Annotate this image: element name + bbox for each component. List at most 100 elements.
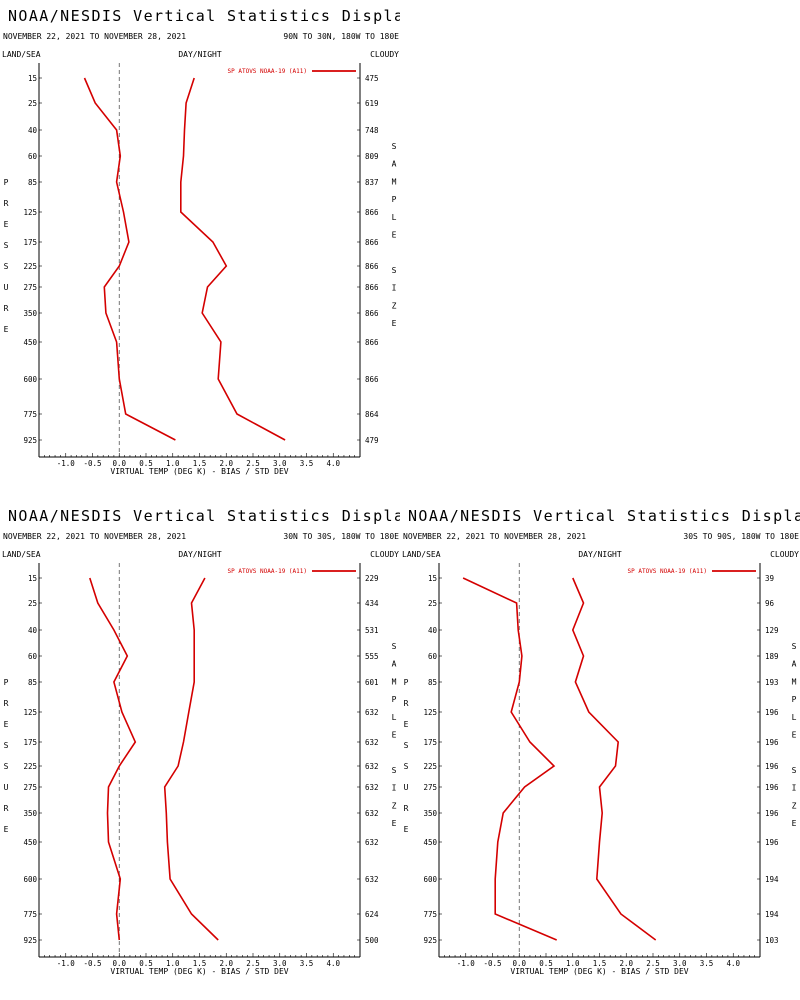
sample-size-label: 39 [765,574,774,583]
chart-panel-south: NOAA/NESDIS Vertical Statistics Display N… [400,500,800,1000]
x-tick-label: 2.0 [619,959,633,968]
sample-size-label: 196 [765,708,779,717]
pressure-level-label: 85 [428,678,437,687]
y-axis-label-letter: E [4,825,9,834]
sample-size-axis-letter: L [792,713,797,722]
pressure-level-label: 450 [23,338,37,347]
x-tick-label: 3.0 [673,959,687,968]
pressure-level-label: 275 [423,783,437,792]
pressure-level-label: 600 [23,375,37,384]
x-tick-label: 4.0 [726,959,740,968]
x-tick-label: 0.0 [112,459,126,468]
chart-svg: NOAA/NESDIS Vertical Statistics Display N… [2,507,400,976]
pressure-level-label: 40 [428,626,438,635]
pressure-level-label: 60 [28,652,38,661]
sample-size-axis-letter: A [792,660,797,669]
x-tick-label: 2.0 [219,459,233,468]
sample-size-label: 555 [365,652,379,661]
pressure-level-label: 450 [23,838,37,847]
legend-label: SP ATOVS NOAA-19 (A11) [228,68,307,75]
y-axis-label-letter: P [4,178,9,187]
sample-size-label: 500 [365,936,379,945]
x-tick-label: -1.0 [57,959,76,968]
x-tick-label: 1.0 [566,959,580,968]
sample-size-label: 866 [365,375,379,384]
pressure-level-label: 60 [428,652,438,661]
sample-size-label: 194 [765,910,779,919]
legend-label: SP ATOVS NOAA-19 (A11) [228,568,307,575]
sample-size-label: 619 [365,99,379,108]
y-axis-label-letter: R [4,304,9,313]
x-tick-label: 0.5 [139,459,153,468]
pressure-level-label: 125 [23,708,37,717]
pressure-level-label: 600 [423,875,437,884]
sample-size-label: 866 [365,309,379,318]
x-tick-label: 1.5 [193,959,207,968]
pressure-level-label: 600 [23,875,37,884]
pressure-level-label: 775 [23,910,37,919]
x-tick-label: 3.0 [273,459,287,468]
pressure-level-label: 25 [428,599,437,608]
x-tick-label: 1.5 [593,959,607,968]
pressure-level-label: 450 [423,838,437,847]
sample-size-label: 601 [365,678,379,687]
sample-size-label: 866 [365,262,379,271]
y-axis-label-letter: S [4,762,9,771]
cloudy-label: CLOUDY [370,50,399,59]
sample-size-label: 129 [765,626,779,635]
sample-size-axis-letter: S [392,766,397,775]
sample-size-label: 624 [365,910,379,919]
sample-size-label: 866 [365,238,379,247]
sample-size-label: 866 [365,338,379,347]
x-tick-label: 4.0 [326,459,340,468]
sample-size-label: 866 [365,208,379,217]
sample-size-label: 837 [365,178,379,187]
x-tick-label: 1.0 [166,959,180,968]
date-range: NOVEMBER 22, 2021 TO NOVEMBER 28, 2021 [3,32,186,41]
x-tick-label: 2.5 [246,959,260,968]
x-tick-label: 3.0 [273,959,287,968]
sample-size-axis-letter: S [392,142,397,151]
land-sea-label: LAND/SEA [2,50,41,59]
sample-size-label: 196 [765,838,779,847]
y-axis-label-letter: E [4,325,9,334]
x-tick-label: 0.0 [112,959,126,968]
pressure-level-label: 15 [28,574,37,583]
region-label: 30S TO 90S, 180W TO 180E [683,532,799,541]
day-night-label: DAY/NIGHT [178,550,222,559]
sample-size-axis-letter: A [392,160,397,169]
sample-size-label: 632 [365,762,379,771]
x-axis-label: VIRTUAL TEMP (DEG K) - BIAS / STD DEV [510,967,688,976]
x-tick-label: -1.0 [457,959,476,968]
sample-size-axis-letter: L [392,213,397,222]
y-axis-label-letter: P [404,678,409,687]
pressure-level-label: 775 [23,410,37,419]
y-axis-label-letter: E [4,720,9,729]
sample-size-axis-letter: S [792,642,797,651]
y-axis-label-letter: P [4,678,9,687]
sample-size-label: 632 [365,838,379,847]
chart-svg: NOAA/NESDIS Vertical Statistics Display N… [2,7,400,476]
region-label: 90N TO 30N, 180W TO 180E [283,32,399,41]
sample-size-axis-letter: I [792,784,797,793]
chart-title: NOAA/NESDIS Vertical Statistics Display [408,507,800,525]
sample-size-axis-letter: P [392,195,397,204]
x-tick-label: 1.5 [193,459,207,468]
sample-size-label: 229 [365,574,379,583]
sample-size-axis-letter: S [792,766,797,775]
sample-size-axis-letter: E [392,231,397,240]
sample-size-axis-letter: I [392,284,397,293]
land-sea-label: LAND/SEA [402,550,441,559]
sample-size-axis-letter: E [792,819,797,828]
day-night-label: DAY/NIGHT [578,550,622,559]
pressure-level-label: 925 [23,936,37,945]
sample-size-axis-letter: Z [392,801,397,810]
y-axis-label-letter: U [4,783,9,792]
sample-size-label: 196 [765,809,779,818]
chart-panel-tropics: NOAA/NESDIS Vertical Statistics Display N… [0,500,400,1000]
legend-label: SP ATOVS NOAA-19 (A11) [628,568,707,575]
sample-size-label: 748 [365,126,379,135]
y-axis-label-letter: R [4,699,9,708]
sample-size-axis-letter: S [392,266,397,275]
sample-size-label: 864 [365,410,379,419]
